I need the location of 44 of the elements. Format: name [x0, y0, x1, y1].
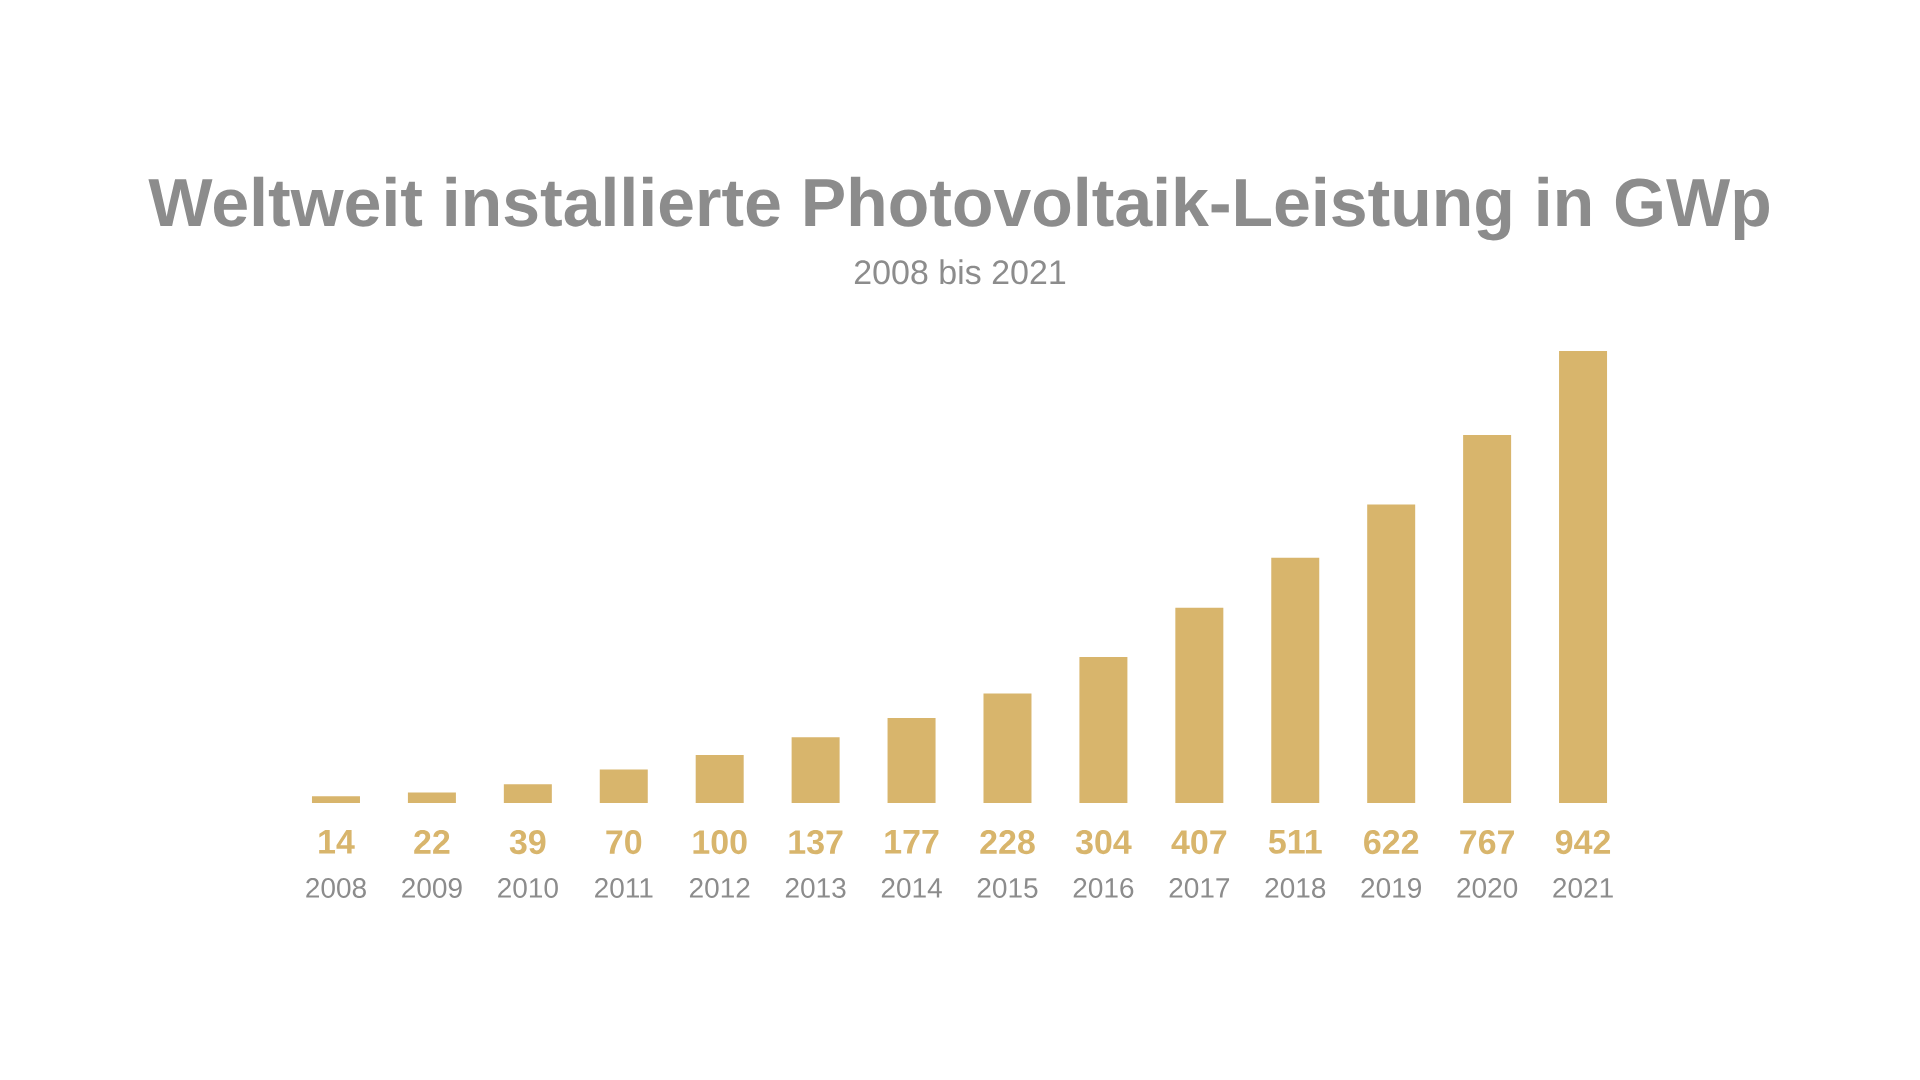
x-tick-label: 2014 — [881, 878, 942, 898]
bar — [1271, 557, 1320, 803]
data-label: 407 — [1171, 830, 1227, 855]
bar — [791, 737, 840, 803]
data-label: 39 — [509, 830, 546, 855]
bar — [695, 755, 744, 803]
data-label: 767 — [1460, 830, 1514, 855]
bar — [983, 693, 1032, 803]
bar — [1175, 607, 1224, 803]
bar — [503, 784, 552, 803]
data-label: 14 — [319, 830, 355, 854]
x-tick-label: 2010 — [498, 878, 558, 898]
x-tick-label: 2021 — [1553, 878, 1613, 898]
x-tick-label: 2008 — [306, 878, 366, 898]
chart-subtitle: 2008 bis 2021 — [854, 259, 1066, 285]
chart-title: Weltweit installierte Photovoltaik-Leistung in GWp — [148, 176, 1769, 241]
bar — [1079, 657, 1128, 803]
x-tick-label: 2012 — [689, 878, 750, 898]
x-tick-label: 2009 — [402, 878, 462, 898]
x-tick-label: 2011 — [595, 878, 653, 898]
data-label: 137 — [789, 830, 843, 855]
x-tick-label: 2018 — [1265, 878, 1326, 898]
data-label: 100 — [693, 830, 747, 855]
x-tick-label: 2017 — [1169, 878, 1230, 898]
data-label: 622 — [1364, 830, 1419, 855]
x-tick-label: 2016 — [1073, 878, 1134, 898]
bar — [599, 769, 648, 803]
data-label: 22 — [414, 830, 450, 854]
x-tick-label: 2013 — [785, 878, 846, 898]
x-tick-label: 2020 — [1457, 878, 1518, 898]
x-tick-label: 2019 — [1361, 878, 1421, 898]
data-label: 304 — [1075, 830, 1132, 855]
bar — [887, 718, 936, 803]
data-label: 228 — [980, 830, 1035, 855]
data-label: 942 — [1555, 830, 1611, 855]
data-label: 511 — [1268, 830, 1322, 854]
data-label: 177 — [885, 830, 939, 854]
bar — [407, 792, 456, 803]
x-tick-label: 2015 — [977, 878, 1038, 898]
bar — [311, 796, 360, 803]
data-label: 70 — [606, 830, 642, 855]
bar — [1367, 504, 1416, 803]
bar — [1559, 350, 1608, 803]
bar — [1463, 434, 1512, 803]
